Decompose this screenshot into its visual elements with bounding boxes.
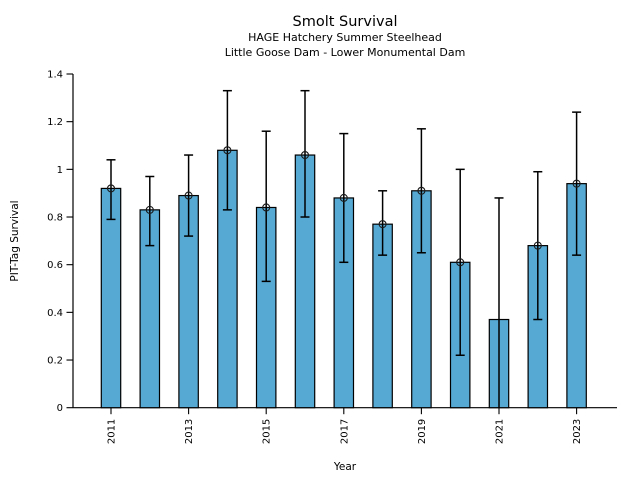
x-tick-label: 2019	[417, 419, 428, 444]
y-tick-label: 0	[57, 403, 63, 414]
point-marker-2011	[106, 184, 116, 193]
point-marker-2016	[300, 150, 310, 160]
y-tick-label: 1	[57, 165, 63, 176]
x-tick-label: 2021	[495, 419, 506, 444]
x-tick-label: 2017	[339, 419, 350, 444]
x-tick-label: 2023	[572, 419, 583, 444]
point-marker-2022	[533, 241, 542, 250]
point-marker-2014	[223, 146, 232, 155]
chart-title: Smolt Survival	[293, 14, 398, 30]
x-axis-label: Year	[333, 461, 357, 473]
bar-2011	[100, 187, 122, 409]
point-marker-2017	[339, 193, 348, 202]
y-tick-label: 0.8	[47, 213, 63, 224]
y-tick-label: 0.4	[47, 308, 63, 319]
point-marker-2018	[378, 220, 387, 229]
chart-subtitle-hatchery: HAGE Hatchery Summer Steelhead	[248, 31, 442, 44]
y-tick-label: 0.6	[47, 260, 63, 271]
point-marker-2019	[417, 186, 426, 195]
x-tick-label: 2013	[184, 419, 195, 444]
point-marker-2015	[262, 203, 271, 212]
x-tick-label: 2011	[107, 419, 118, 444]
point-marker-2020	[456, 258, 465, 267]
y-axis-label: PIT-Tag Survival	[9, 200, 21, 281]
x-tick-label: 2015	[262, 419, 273, 444]
point-marker-2012	[145, 205, 154, 214]
y-tick-label: 0.2	[47, 356, 63, 367]
y-tick-label: 1.4	[47, 70, 63, 81]
point-marker-2013	[184, 191, 193, 200]
point-marker-2023	[572, 179, 581, 188]
chart-subtitle-reach: Little Goose Dam - Lower Monumental Dam	[225, 46, 466, 59]
plot-area: 0 0.2 0.4 0.6 0.8 1 1.2 1.4 2011 2013 2015 2017 2019…	[47, 70, 617, 444]
y-tick-label: 1.2	[47, 117, 63, 128]
